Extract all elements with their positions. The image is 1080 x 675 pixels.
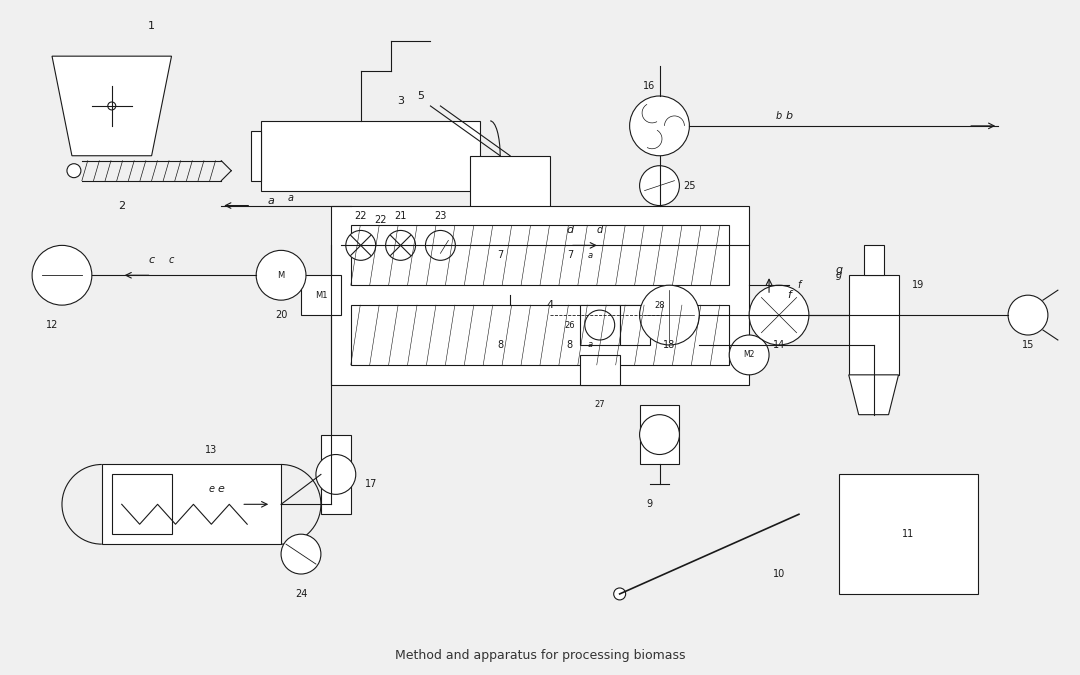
Bar [252,131,261,181]
Text: a: a [588,251,592,260]
Text: 14: 14 [773,340,785,350]
Text: c: c [149,255,154,265]
Text: c: c [168,255,174,265]
Polygon shape [52,56,172,156]
Text: M2: M2 [743,350,755,359]
Circle shape [729,335,769,375]
Text: b: b [785,111,793,121]
Bar [849,275,899,375]
Bar [470,156,550,236]
Text: g: g [836,270,842,280]
Text: 17: 17 [365,479,377,489]
Text: 26: 26 [565,321,576,329]
Text: f: f [797,280,800,290]
Text: b: b [775,111,782,121]
Text: 8: 8 [567,340,572,350]
Text: e: e [208,485,214,494]
Text: 25: 25 [684,181,696,190]
Bar [261,121,481,190]
Text: 16: 16 [644,81,656,91]
Text: M: M [278,271,285,279]
Text: 4: 4 [546,300,554,310]
Text: 18: 18 [663,340,676,350]
Circle shape [584,310,615,340]
Text: 10: 10 [773,569,785,579]
Polygon shape [470,236,550,295]
Text: M1: M1 [314,291,327,300]
Text: 9: 9 [647,500,652,510]
Circle shape [613,588,625,600]
Text: 21: 21 [394,211,407,221]
Circle shape [346,230,376,261]
Text: 7: 7 [497,250,503,261]
Circle shape [630,96,689,156]
Text: 12: 12 [45,320,58,330]
Text: 8: 8 [497,340,503,350]
Bar [102,464,281,544]
Bar [301,275,341,315]
Text: a: a [588,340,592,350]
Circle shape [639,165,679,206]
Text: 11: 11 [903,529,915,539]
Text: 22: 22 [354,211,367,221]
Circle shape [108,102,116,110]
Text: a: a [268,196,274,206]
Text: 5: 5 [417,91,424,101]
Text: 1: 1 [148,22,156,31]
Circle shape [750,286,809,345]
Polygon shape [849,375,899,414]
Text: 2: 2 [118,200,125,211]
Bar [639,405,679,464]
Bar [351,225,729,286]
Text: f: f [787,290,791,300]
Bar [111,475,172,534]
Text: 22: 22 [375,215,387,225]
Text: d: d [566,225,573,236]
Circle shape [1008,295,1048,335]
Circle shape [316,454,355,494]
Bar [620,305,649,345]
Text: 13: 13 [205,445,217,454]
Bar [580,355,620,385]
Text: 24: 24 [295,589,307,599]
Circle shape [281,534,321,574]
Bar [351,305,729,365]
Bar [839,475,978,594]
Bar [864,246,883,275]
Text: a: a [288,192,294,202]
Circle shape [639,414,679,454]
Text: 15: 15 [1022,340,1035,350]
Text: 20: 20 [275,310,287,320]
Circle shape [67,164,81,178]
Text: 27: 27 [594,400,605,409]
Circle shape [426,230,456,261]
Text: Method and apparatus for processing biomass: Method and apparatus for processing biom… [395,649,685,662]
Circle shape [256,250,306,300]
Circle shape [639,286,700,345]
Circle shape [386,230,416,261]
Bar [321,435,351,514]
Text: 28: 28 [654,300,665,310]
Text: 7: 7 [567,250,573,261]
Text: 19: 19 [913,280,924,290]
Text: g: g [835,265,842,275]
Text: e: e [218,485,225,494]
Bar [330,206,750,385]
Text: 23: 23 [434,211,447,221]
Circle shape [32,246,92,305]
Text: d: d [596,225,603,236]
Bar [580,305,620,345]
Text: 3: 3 [397,96,404,106]
